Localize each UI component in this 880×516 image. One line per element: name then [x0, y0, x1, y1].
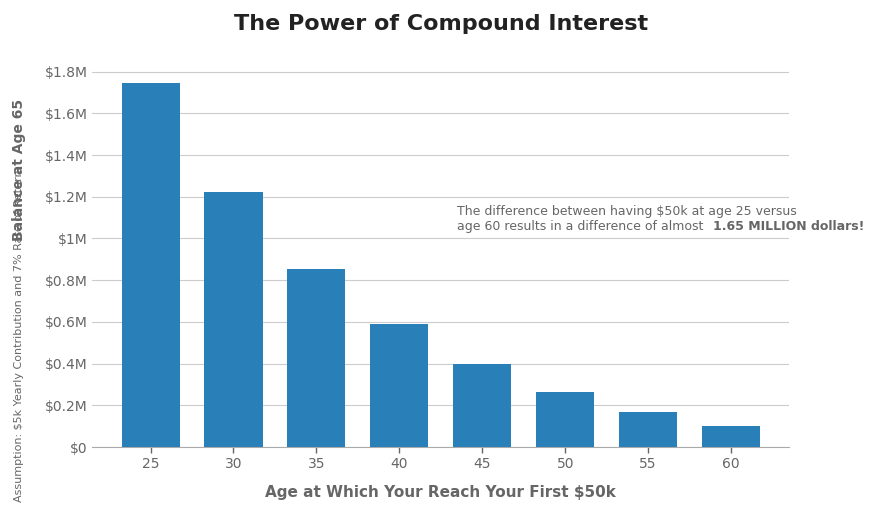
Text: The difference between having $50k at age 25 versus: The difference between having $50k at ag…	[458, 205, 797, 218]
Text: age 60 results in a difference of almost: age 60 results in a difference of almost	[458, 220, 708, 233]
Bar	[536, 392, 594, 447]
Text: Balance at Age 65: Balance at Age 65	[12, 99, 26, 240]
Bar	[370, 325, 429, 447]
Bar	[620, 412, 678, 447]
Title: The Power of Compound Interest: The Power of Compound Interest	[234, 14, 648, 34]
Bar	[702, 426, 760, 447]
Bar	[288, 269, 346, 447]
Text: Assumption: $5k Yearly Contribution and 7% Rate of Return: Assumption: $5k Yearly Contribution and …	[14, 170, 25, 503]
Bar	[204, 191, 262, 447]
Bar	[121, 83, 180, 447]
Bar	[453, 364, 511, 447]
X-axis label: Age at Which Your Reach Your First $50k: Age at Which Your Reach Your First $50k	[266, 486, 616, 501]
Text: 1.65 MILLION dollars!: 1.65 MILLION dollars!	[713, 220, 864, 233]
